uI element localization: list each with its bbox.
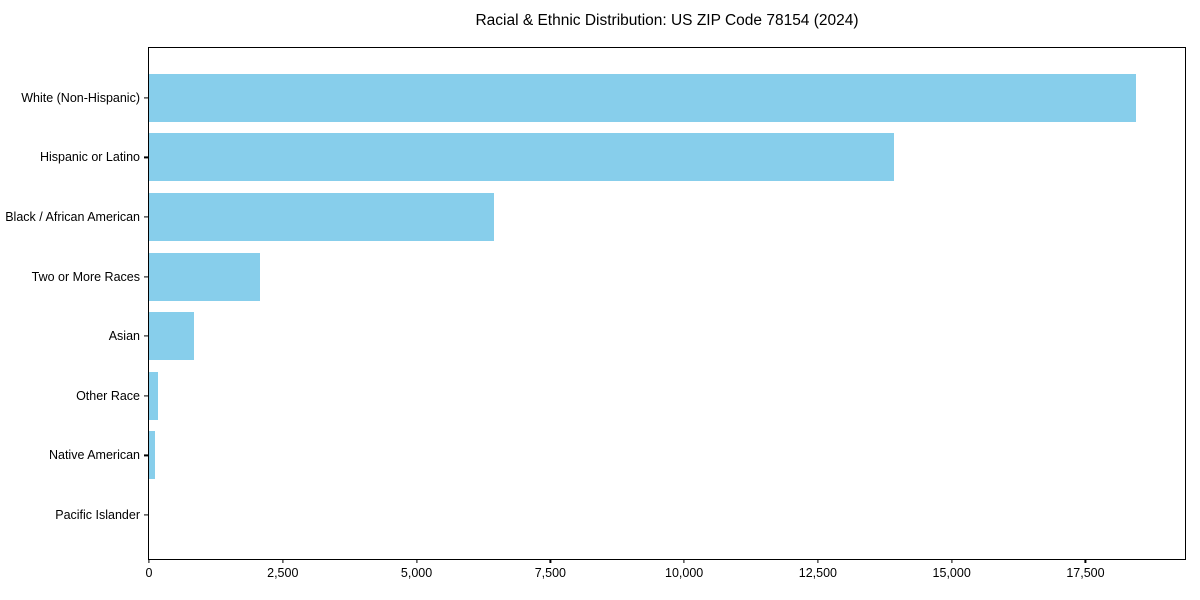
chart-title: Racial & Ethnic Distribution: US ZIP Cod…	[475, 12, 859, 29]
x-tick-label: 10,000	[664, 566, 704, 580]
bar	[149, 312, 194, 361]
x-tick-label: 7,500	[534, 566, 566, 580]
y-tick-mark	[144, 97, 148, 99]
x-tick-mark	[148, 559, 150, 563]
y-tick-mark	[144, 275, 148, 278]
bar	[149, 252, 261, 301]
x-tick-label: 2,500	[267, 566, 299, 580]
y-tick-mark	[144, 454, 148, 456]
x-tick-label: 5,000	[400, 566, 433, 580]
bar-row: Black / African American	[5, 187, 1185, 247]
bar	[149, 431, 156, 480]
bar	[149, 73, 1136, 122]
y-axis-label: White (Non-Hispanic)	[21, 90, 140, 105]
bar-row: Hispanic or Latino	[40, 128, 1185, 188]
bars-container: White (Non-Hispanic) Hispanic or Latino Bl…	[5, 48, 1185, 559]
x-tick-mark	[951, 559, 953, 563]
x-tick-mark	[683, 559, 685, 563]
y-axis-label: Black / African American	[5, 209, 140, 224]
x-tick-mark	[549, 559, 551, 563]
x-tick-label: 0	[145, 566, 153, 580]
bar	[149, 133, 894, 182]
bar-row: Pacific Islander	[55, 485, 1185, 545]
x-tick-label: 17,500	[1066, 566, 1105, 580]
x-tick-mark	[817, 559, 819, 563]
x-tick-label: 15,000	[932, 566, 971, 580]
y-tick-mark	[144, 514, 148, 516]
x-tick-mark	[1084, 559, 1087, 563]
y-tick-mark	[144, 335, 148, 337]
y-tick-mark	[144, 156, 148, 158]
y-axis-label: Two or More Races	[31, 269, 140, 284]
y-axis-label: Hispanic or Latino	[39, 150, 140, 165]
y-axis-label: Other Race	[76, 388, 140, 403]
y-tick-mark	[144, 216, 148, 218]
bar-row: White (Non-Hispanic)	[21, 68, 1185, 128]
bar-row: Asian	[109, 306, 1185, 366]
bar	[149, 192, 494, 241]
bar-row: Two or More Races	[32, 247, 1185, 307]
x-tick-mark	[282, 559, 284, 563]
y-axis-label: Native American	[48, 448, 140, 463]
bar-row: Native American	[49, 426, 1185, 486]
x-tick-mark	[415, 559, 418, 563]
bar-row: Other Race	[76, 366, 1185, 426]
plot-area: White (Non-Hispanic) Hispanic or Latino Bl…	[5, 47, 1186, 580]
y-axis-label: Pacific Islander	[55, 507, 140, 522]
bar	[149, 371, 159, 420]
y-tick-mark	[144, 395, 148, 397]
x-tick-label: 12,500	[798, 566, 838, 580]
y-axis-label: Asian	[108, 329, 140, 344]
